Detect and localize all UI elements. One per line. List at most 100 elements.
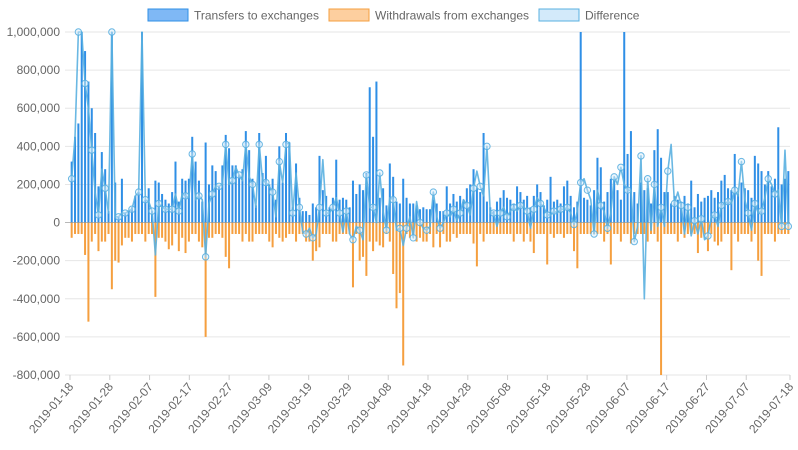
withdrawal-bar xyxy=(338,222,341,234)
withdrawal-bar xyxy=(137,222,140,234)
transfer-bar xyxy=(472,169,475,223)
withdrawal-bar xyxy=(74,222,77,234)
difference-point xyxy=(724,197,732,206)
withdrawal-bar xyxy=(167,222,170,250)
withdrawal-bar xyxy=(572,222,576,252)
withdrawal-bar xyxy=(134,222,137,234)
difference-line-layer xyxy=(67,28,793,300)
withdrawal-bar xyxy=(197,222,200,242)
withdrawal-bar xyxy=(408,222,411,238)
transfer-bar xyxy=(442,211,445,223)
withdrawal-bar xyxy=(663,222,666,234)
transfer-bar xyxy=(94,132,97,223)
difference-point xyxy=(597,201,605,210)
transfer-bar xyxy=(767,171,770,223)
withdrawal-bar xyxy=(244,222,247,234)
transfer-bar xyxy=(228,148,231,223)
transfer-bar xyxy=(147,188,150,223)
withdrawal-bar xyxy=(288,222,291,234)
transfer-bar xyxy=(87,81,90,223)
withdrawal-bar xyxy=(485,222,488,234)
withdrawal-bar xyxy=(378,222,381,246)
difference-point xyxy=(650,180,659,189)
withdrawal-bar xyxy=(616,222,619,234)
difference-point xyxy=(576,178,585,187)
withdrawal-bar xyxy=(760,222,763,276)
transfer-bar xyxy=(643,190,646,223)
withdrawal-bar xyxy=(445,222,448,242)
withdrawal-bar xyxy=(472,222,475,244)
withdrawal-bar xyxy=(576,222,579,269)
transfer-bar xyxy=(238,174,241,223)
withdrawal-bar xyxy=(770,222,773,234)
withdrawal-bar xyxy=(757,222,760,261)
withdrawal-bar xyxy=(720,222,723,242)
withdrawal-bar xyxy=(221,222,224,238)
withdrawal-bar xyxy=(308,222,311,242)
transfer-bar xyxy=(583,197,586,223)
withdrawal-bar xyxy=(184,222,187,254)
withdrawal-bar xyxy=(546,222,549,265)
legend-item: Transfers to exchanges xyxy=(147,8,319,23)
transfer-bar xyxy=(720,180,723,223)
transfer-bar xyxy=(639,182,642,223)
transfer-bar xyxy=(278,146,281,223)
withdrawal-bar xyxy=(261,222,264,234)
transfer-bar xyxy=(526,195,529,223)
difference-point xyxy=(684,203,692,212)
difference-point xyxy=(108,28,116,36)
difference-point xyxy=(275,157,284,166)
withdrawal-bar xyxy=(311,222,314,261)
withdrawal-bar xyxy=(345,222,348,234)
difference-point xyxy=(228,176,237,185)
transfer-bar xyxy=(358,184,361,223)
withdrawal-bar xyxy=(187,222,190,242)
withdrawal-bar xyxy=(281,222,284,242)
withdrawal-bar xyxy=(70,222,73,238)
difference-point xyxy=(402,224,411,232)
transfer-bar xyxy=(164,199,167,223)
transfer-bar xyxy=(248,150,251,223)
withdrawal-bar xyxy=(388,222,391,242)
withdrawal-bar xyxy=(499,222,502,234)
withdrawal-bar xyxy=(509,222,512,234)
transfer-bar xyxy=(157,182,160,223)
difference-point xyxy=(315,203,324,212)
transfer-bar xyxy=(127,211,130,223)
difference-line xyxy=(70,31,790,300)
difference-point xyxy=(677,201,685,210)
withdrawal-bar xyxy=(295,222,298,242)
withdrawal-bar xyxy=(264,222,267,234)
difference-point xyxy=(168,205,176,213)
withdrawal-bar xyxy=(586,222,589,234)
transfer-bar xyxy=(224,134,227,223)
transfer-bar xyxy=(569,195,572,223)
transfer-bar xyxy=(281,182,284,223)
transfer-bar xyxy=(385,205,388,223)
withdrawal-bar xyxy=(489,222,492,234)
difference-point xyxy=(670,199,679,208)
difference-point xyxy=(396,224,404,232)
withdrawal-bar xyxy=(603,222,606,242)
difference-point xyxy=(443,209,451,217)
withdrawal-bar xyxy=(619,222,622,242)
difference-point xyxy=(88,146,96,154)
y-tick-label: -200,000 xyxy=(13,254,61,268)
transfer-bar xyxy=(90,108,93,223)
withdrawal-bar xyxy=(90,222,93,242)
transfer-bar xyxy=(626,153,629,223)
transfer-bar xyxy=(660,157,663,223)
difference-point xyxy=(664,167,672,175)
transfer-bar xyxy=(197,180,200,223)
withdrawal-bar xyxy=(140,222,144,234)
withdrawal-bar xyxy=(325,222,328,234)
transfer-bar xyxy=(562,186,565,223)
transfer-bar xyxy=(268,184,271,223)
transfer-bar xyxy=(408,203,411,223)
transfer-bar xyxy=(221,165,224,223)
difference-point xyxy=(188,150,196,158)
difference-point xyxy=(463,201,471,210)
difference-point xyxy=(81,79,89,88)
withdrawal-bar xyxy=(97,222,100,252)
withdrawal-bar xyxy=(750,222,753,242)
